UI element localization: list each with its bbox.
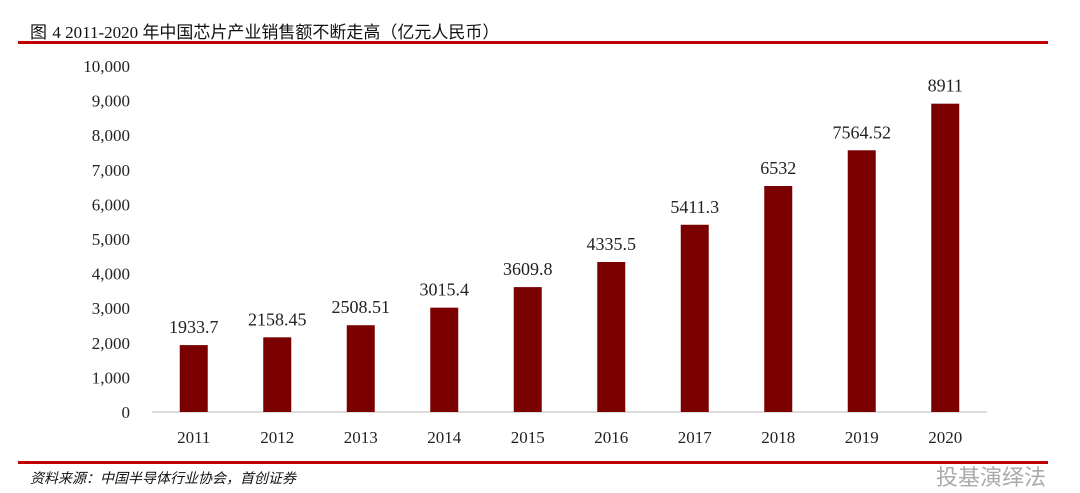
data-label: 3609.8 — [503, 259, 553, 279]
bar — [847, 150, 876, 412]
footer-rule — [18, 461, 1048, 464]
title-text: 年中国芯片产业销售额不断走高（亿元人民币） — [142, 23, 500, 43]
x-tick-label: 2017 — [678, 428, 713, 447]
data-label: 5411.3 — [670, 197, 719, 217]
data-label: 1933.7 — [169, 317, 219, 337]
data-label: 2508.51 — [332, 297, 391, 317]
y-tick-label: 4,000 — [92, 265, 130, 284]
data-label: 8911 — [928, 76, 963, 96]
y-tick-label: 2,000 — [92, 334, 130, 353]
x-tick-label: 2011 — [177, 428, 210, 447]
bar — [513, 287, 542, 412]
data-label: 7564.52 — [833, 122, 892, 142]
bar — [346, 325, 375, 412]
y-tick-label: 5,000 — [92, 230, 130, 249]
x-tick-label: 2015 — [511, 428, 545, 447]
y-tick-label: 8,000 — [92, 126, 130, 145]
data-label: 3015.4 — [420, 280, 470, 300]
x-tick-label: 2018 — [761, 428, 795, 447]
y-tick-label: 3,000 — [92, 299, 130, 318]
data-label: 4335.5 — [587, 234, 637, 254]
chart-title: 图 4 2011-2020 年中国芯片产业销售额不断走高（亿元人民币） — [30, 18, 499, 43]
bar — [764, 185, 793, 412]
title-rule — [18, 41, 1048, 44]
bar — [931, 103, 960, 413]
source-note: 资料来源：中国半导体行业协会，首创证券 — [30, 471, 296, 487]
figure-label: 图 — [30, 23, 53, 43]
watermark: 投基演绎法 — [935, 466, 1046, 491]
y-tick-label: 7,000 — [92, 161, 130, 180]
x-tick-label: 2016 — [594, 428, 628, 447]
bar — [179, 345, 208, 412]
y-tick-label: 10,000 — [83, 57, 130, 76]
bar — [430, 307, 459, 412]
figure-number: 4 2011-2020 — [52, 23, 143, 42]
data-label: 2158.45 — [248, 309, 307, 329]
y-tick-label: 9,000 — [92, 92, 130, 111]
y-tick-label: 1,000 — [92, 368, 130, 387]
x-tick-label: 2012 — [260, 428, 294, 447]
bar — [263, 337, 292, 412]
data-label: 6532 — [760, 158, 796, 178]
y-tick-label: 6,000 — [92, 195, 130, 214]
bar — [597, 261, 626, 412]
y-tick-label: 0 — [122, 403, 131, 422]
x-tick-label: 2014 — [427, 428, 462, 447]
x-tick-label: 2020 — [928, 428, 962, 447]
x-tick-label: 2013 — [344, 428, 378, 447]
bar — [680, 224, 709, 412]
x-tick-label: 2019 — [845, 428, 879, 447]
